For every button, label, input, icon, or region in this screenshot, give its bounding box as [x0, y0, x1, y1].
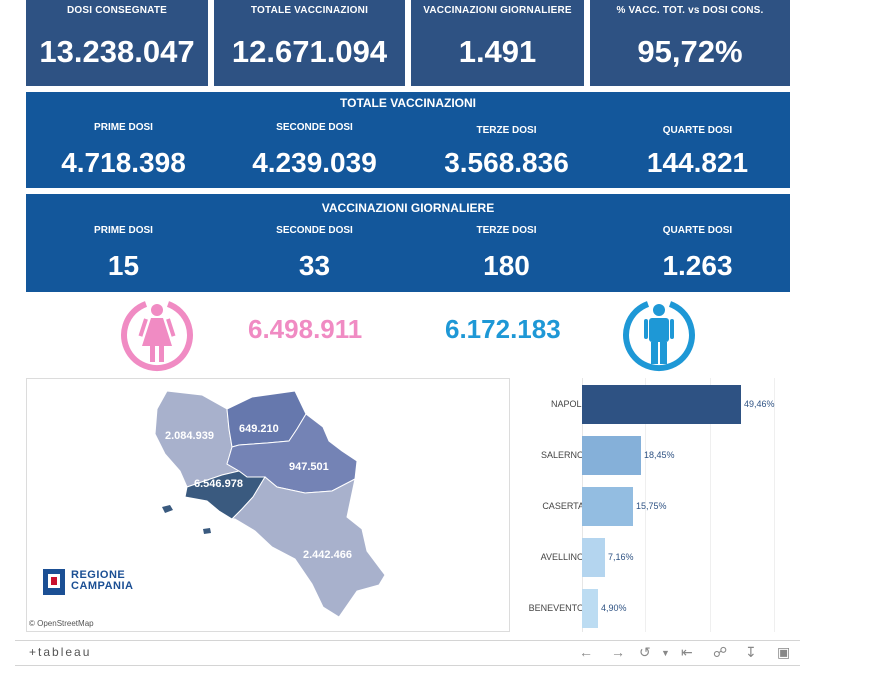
- redo-icon[interactable]: →: [611, 644, 625, 660]
- chart-gridline: [774, 378, 775, 632]
- tableau-toolbar: +tableau ← → ↺ ▼ ⇤ ☍ ↧ ▣: [15, 640, 800, 666]
- terze-dosi: TERZE DOSI 3.568.836: [411, 125, 602, 179]
- col-value: 4.239.039: [252, 147, 377, 178]
- panel-title: VACCINAZIONI GIORNALIERE: [321, 201, 495, 215]
- chart-gridline: [710, 378, 711, 632]
- bar-category-label: NAPOLI: [550, 399, 584, 409]
- col-label: QUARTE DOSI: [662, 225, 733, 236]
- kpi-label: VACCINAZIONI GIORNALIERE: [423, 5, 572, 16]
- col-label: TERZE DOSI: [476, 225, 537, 236]
- island-ischia[interactable]: [162, 505, 173, 513]
- bar-category-label: CASERTA: [542, 501, 584, 511]
- col-value: 144.821: [646, 147, 749, 178]
- kpi-value: 95,72%: [637, 34, 743, 69]
- kpi-dosi-consegnate: DOSI CONSEGNATE 13.238.047: [26, 0, 208, 86]
- bar-value-label: 49,46%: [744, 399, 775, 409]
- kpi-label: % VACC. TOT. vs DOSI CONS.: [616, 5, 764, 16]
- male-total: 6.172.183: [445, 314, 561, 344]
- bar-napoli[interactable]: [582, 385, 741, 424]
- chevron-down-icon[interactable]: ▼: [661, 648, 670, 658]
- map-value-salerno: 2.442.466: [303, 549, 352, 561]
- prime-dosi: PRIME DOSI 15: [28, 225, 219, 282]
- col-label: SECONDE DOSI: [276, 122, 353, 133]
- col-value: 1.263: [662, 250, 733, 281]
- map-value-benevento: 649.210: [239, 423, 279, 435]
- quarte-dosi: QUARTE DOSI 1.263: [602, 225, 793, 282]
- map-value-caserta: 2.084.939: [165, 430, 214, 442]
- col-label: PRIME DOSI: [94, 122, 153, 133]
- prime-dosi: PRIME DOSI 4.718.398: [28, 122, 219, 179]
- fullscreen-icon[interactable]: ▣: [777, 644, 791, 660]
- kpi-label: TOTALE VACCINAZIONI: [250, 5, 369, 16]
- col-value: 15: [107, 250, 140, 281]
- logo-text-1: REGIONE: [71, 569, 126, 581]
- bar-value-label: 7,16%: [608, 552, 634, 562]
- revert-icon[interactable]: ↺: [639, 644, 651, 660]
- tableau-logo[interactable]: +tableau: [29, 645, 92, 659]
- col-label: QUARTE DOSI: [662, 125, 733, 136]
- kpi-value: 1.491: [458, 34, 537, 69]
- chart-gridline: [645, 378, 646, 632]
- col-label: PRIME DOSI: [94, 225, 153, 236]
- bar-benevento[interactable]: [582, 589, 598, 628]
- quarte-dosi: QUARTE DOSI 144.821: [602, 125, 793, 179]
- bar-category-label: AVELLINO: [540, 552, 584, 562]
- col-value: 33: [298, 250, 331, 281]
- kpi-value: 13.238.047: [39, 34, 195, 69]
- col-value: 3.568.836: [444, 147, 569, 178]
- map-shapes: [154, 390, 386, 618]
- logo-mark-core: [51, 577, 57, 585]
- vaccinazioni-giornaliere-panel: VACCINAZIONI GIORNALIERE PRIME DOSI 15 S…: [26, 194, 790, 292]
- kpi-vaccinazioni-giornaliere: VACCINAZIONI GIORNALIERE 1.491: [411, 0, 584, 86]
- col-value: 180: [483, 250, 530, 281]
- province-salerno[interactable]: [230, 476, 386, 618]
- share-icon[interactable]: ☍: [713, 644, 728, 660]
- terze-dosi: TERZE DOSI 180: [411, 225, 602, 282]
- bar-avellino[interactable]: [582, 538, 605, 577]
- kpi-value: 12.671.094: [231, 34, 388, 69]
- map-value-napoli: 6.546.978: [194, 478, 243, 490]
- map-value-avellino: 947.501: [289, 461, 329, 473]
- bar-value-label: 4,90%: [601, 603, 627, 613]
- map-attribution[interactable]: © OpenStreetMap: [29, 619, 94, 628]
- campania-map[interactable]: 2.084.939 649.210 947.501 6.546.978 2.44…: [26, 378, 510, 632]
- female-total: 6.498.911: [248, 314, 363, 344]
- province-bar-chart: NAPOLI 49,46% SALERNO 18,45% CASERTA 15,75% AV…: [512, 378, 792, 632]
- bar-salerno[interactable]: [582, 436, 641, 475]
- panel-title: TOTALE VACCINAZIONI: [340, 96, 476, 110]
- undo-icon[interactable]: ←: [579, 644, 593, 660]
- col-label: TERZE DOSI: [476, 125, 537, 136]
- kpi-percentuale: % VACC. TOT. vs DOSI CONS. 95,72%: [590, 0, 790, 86]
- col-value: 4.718.398: [61, 147, 186, 178]
- bar-category-label: SALERNO: [540, 450, 584, 460]
- col-label: SECONDE DOSI: [276, 225, 353, 236]
- seconde-dosi: SECONDE DOSI 4.239.039: [219, 122, 410, 179]
- bar-caserta[interactable]: [582, 487, 633, 526]
- download-icon[interactable]: ↧: [745, 644, 757, 660]
- kpi-label: DOSI CONSEGNATE: [66, 5, 168, 16]
- seconde-dosi: SECONDE DOSI 33: [219, 225, 410, 282]
- female-icon: [121, 301, 193, 372]
- island-capri[interactable]: [203, 528, 211, 534]
- bar-value-label: 15,75%: [636, 501, 667, 511]
- male-icon: [623, 301, 695, 372]
- kpi-totale-vaccinazioni: TOTALE VACCINAZIONI 12.671.094: [214, 0, 405, 86]
- bar-category-label: BENEVENTO: [528, 603, 584, 613]
- logo-text-2: CAMPANIA: [71, 580, 134, 592]
- totale-vaccinazioni-panel: TOTALE VACCINAZIONI PRIME DOSI 4.718.398…: [26, 92, 790, 188]
- bar-value-label: 18,45%: [644, 450, 675, 460]
- first-page-icon[interactable]: ⇤: [681, 644, 693, 660]
